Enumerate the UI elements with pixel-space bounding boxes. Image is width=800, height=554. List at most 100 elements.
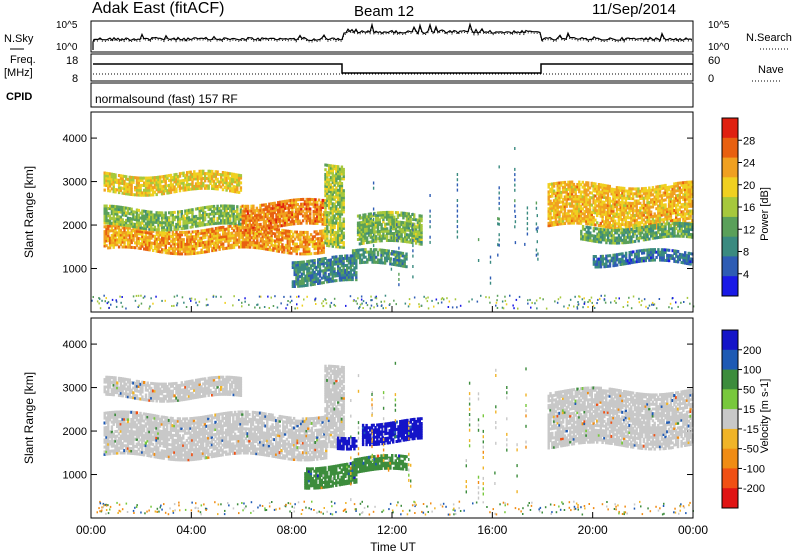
data-cell: [126, 224, 130, 228]
data-cell: [608, 189, 611, 193]
data-cell: [286, 229, 289, 233]
data-cell: [225, 186, 228, 190]
data-cell: [211, 187, 214, 190]
data-cell: [349, 278, 352, 282]
data-cell: [107, 239, 110, 243]
data-cell: [155, 220, 158, 224]
data-cell: [231, 234, 234, 238]
data-cell: [349, 271, 352, 274]
data-cell: [108, 241, 112, 245]
data-cell: [234, 224, 237, 228]
data-cell: [359, 253, 362, 257]
data-cell: [171, 235, 175, 239]
data-cell: [331, 267, 334, 271]
data-cell: [597, 197, 601, 201]
data-cell: [413, 234, 416, 238]
data-cell: [644, 189, 647, 193]
data-cell: [331, 223, 334, 227]
data-cell: [633, 209, 637, 213]
data-cell: [628, 189, 631, 193]
data-cell: [164, 239, 167, 243]
data-cell: [666, 229, 669, 233]
data-cell: [225, 214, 228, 218]
data-cell: [612, 197, 615, 201]
data-cell: [135, 181, 139, 185]
data-cell: [293, 237, 297, 241]
data-cell: [626, 233, 630, 237]
data-cell: [191, 235, 194, 239]
data-cell: [320, 248, 324, 252]
data-cell: [333, 226, 336, 230]
data-cell: [669, 204, 673, 208]
data-cell: [144, 183, 148, 187]
data-cell: [186, 185, 189, 189]
data-cell: [648, 215, 651, 219]
data-cell: [177, 215, 180, 219]
data-cell: [407, 221, 410, 225]
data-cell: [135, 176, 139, 180]
data-cell: [308, 269, 311, 273]
data-cell: [587, 217, 590, 221]
data-cell: [309, 240, 313, 244]
data-cell: [321, 201, 324, 205]
data-cell: [624, 230, 628, 234]
data-cell: [300, 209, 303, 213]
data-cell: [322, 231, 325, 235]
data-cell: [162, 192, 166, 196]
data-cell: [103, 204, 106, 208]
data-cell: [261, 215, 264, 219]
data-cell: [587, 226, 590, 229]
data-cell: [205, 186, 209, 190]
data-cell: [186, 252, 189, 256]
data-cell: [333, 202, 336, 206]
data-cell: [135, 236, 139, 240]
data-cell: [340, 269, 343, 272]
data-cell: [227, 236, 230, 240]
data-cell: [315, 277, 318, 281]
data-cell: [263, 235, 266, 239]
data-cell: [403, 259, 406, 263]
data-cell: [266, 210, 269, 213]
data-cell: [256, 229, 259, 233]
data-cell: [376, 258, 380, 262]
data-cell: [664, 208, 667, 212]
data-cell: [296, 210, 299, 214]
data-cell: [633, 218, 637, 222]
data-cell: [200, 221, 203, 225]
data-cell: [617, 215, 620, 219]
data-cell: [320, 232, 324, 235]
data-cell: [413, 232, 416, 235]
data-cell: [610, 241, 613, 245]
data-cell: [108, 189, 112, 193]
data-cell: [266, 205, 269, 209]
data-cell: [236, 175, 239, 179]
sky-tick-top: 10^5: [56, 20, 78, 31]
data-cell: [635, 234, 639, 238]
data-cell: [236, 231, 239, 235]
data-cell: [608, 209, 611, 213]
data-cell: [371, 228, 374, 232]
data-cell: [164, 236, 167, 240]
y-tick-label: 1000: [63, 264, 87, 276]
data-cell: [676, 181, 680, 185]
data-cell: [398, 225, 401, 229]
data-cell: [119, 181, 123, 185]
data-cell: [284, 246, 288, 250]
data-cell: [114, 229, 117, 232]
data-cell: [402, 211, 405, 215]
data-cell: [320, 241, 324, 245]
data-cell: [333, 240, 336, 244]
data-cell: [601, 200, 604, 204]
data-cell: [191, 252, 194, 255]
data-cell: [569, 209, 572, 213]
data-cell: [617, 188, 620, 192]
data-cell: [624, 225, 628, 229]
data-cell: [635, 214, 638, 217]
data-cell: [252, 238, 255, 242]
data-cell: [300, 275, 304, 278]
data-cell: [308, 278, 311, 282]
data-cell: [318, 241, 322, 245]
data-cell: [382, 227, 385, 231]
data-cell: [324, 201, 327, 205]
data-cell: [675, 215, 678, 219]
